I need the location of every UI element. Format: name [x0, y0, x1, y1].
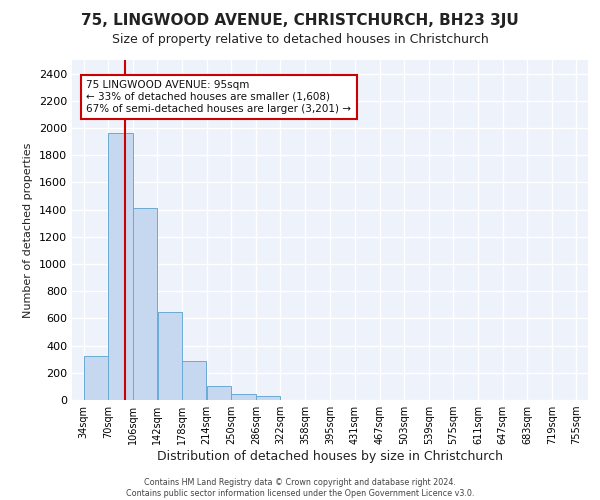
Bar [182, 361, 206, 400]
Text: Contains HM Land Registry data © Crown copyright and database right 2024.
Contai: Contains HM Land Registry data © Crown c… [126, 478, 474, 498]
Text: 75 LINGWOOD AVENUE: 95sqm
← 33% of detached houses are smaller (1,608)
67% of se: 75 LINGWOOD AVENUE: 95sqm ← 33% of detac… [86, 80, 352, 114]
Bar [84, 356, 108, 400]
Bar [109, 134, 133, 400]
Text: 75, LINGWOOD AVENUE, CHRISTCHURCH, BH23 3JU: 75, LINGWOOD AVENUE, CHRISTCHURCH, BH23 … [81, 12, 519, 28]
Bar [133, 208, 157, 400]
Y-axis label: Number of detached properties: Number of detached properties [23, 142, 34, 318]
Bar [158, 312, 182, 400]
Bar [232, 394, 256, 400]
Bar [256, 396, 280, 400]
Bar [207, 386, 231, 400]
X-axis label: Distribution of detached houses by size in Christchurch: Distribution of detached houses by size … [157, 450, 503, 463]
Text: Size of property relative to detached houses in Christchurch: Size of property relative to detached ho… [112, 32, 488, 46]
